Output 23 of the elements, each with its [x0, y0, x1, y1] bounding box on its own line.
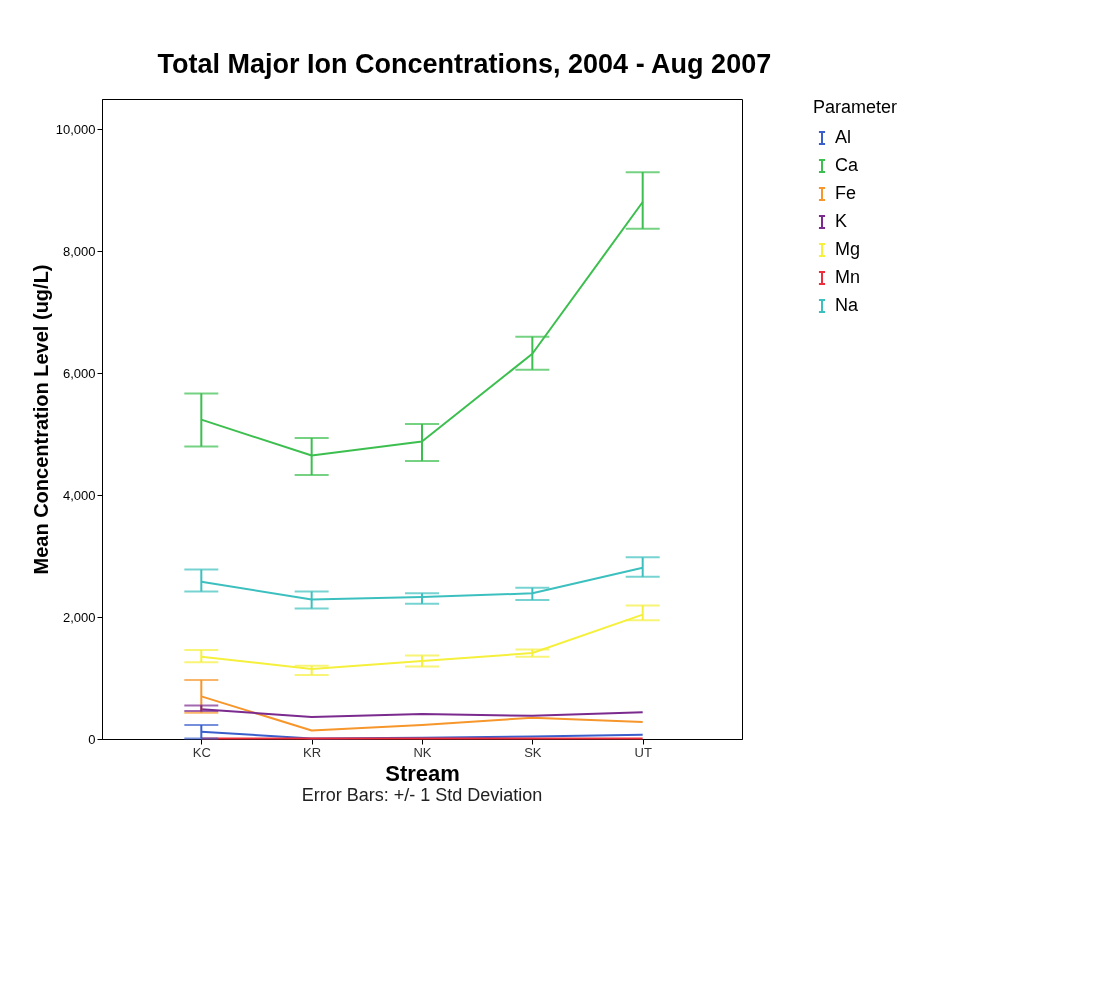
legend-title: Parameter — [813, 97, 898, 117]
y-tick-label: 8,000 — [62, 243, 96, 259]
y-tick-label: 0 — [88, 731, 96, 747]
y-tick-label: 4,000 — [62, 487, 96, 503]
y-tick-label: 6,000 — [62, 365, 96, 381]
legend-label: Al — [835, 127, 852, 147]
legend-label: K — [835, 211, 848, 231]
legend-label: Mg — [835, 239, 861, 259]
x-tick-label: SK — [524, 744, 542, 760]
x-tick-label: KR — [303, 744, 322, 760]
x-tick-label: NK — [413, 744, 432, 760]
y-axis-title: Mean Concentration Level (ug/L) — [29, 264, 52, 575]
y-tick-label: 2,000 — [62, 609, 96, 625]
chart-title: Total Major Ion Concentrations, 2004 - Aug 2007 — [157, 48, 772, 79]
legend-label: Na — [835, 295, 859, 315]
legend-label: Fe — [835, 183, 857, 203]
legend-label: Ca — [835, 155, 859, 175]
y-tick-label: 10,000 — [55, 121, 96, 137]
legend-label: Mn — [835, 267, 861, 287]
x-tick-label: UT — [634, 744, 652, 760]
text: Error Bars: +/- 1 Std Deviation — [301, 785, 543, 805]
x-axis-title: Stream — [385, 760, 460, 786]
x-tick-label: KC — [192, 744, 211, 760]
